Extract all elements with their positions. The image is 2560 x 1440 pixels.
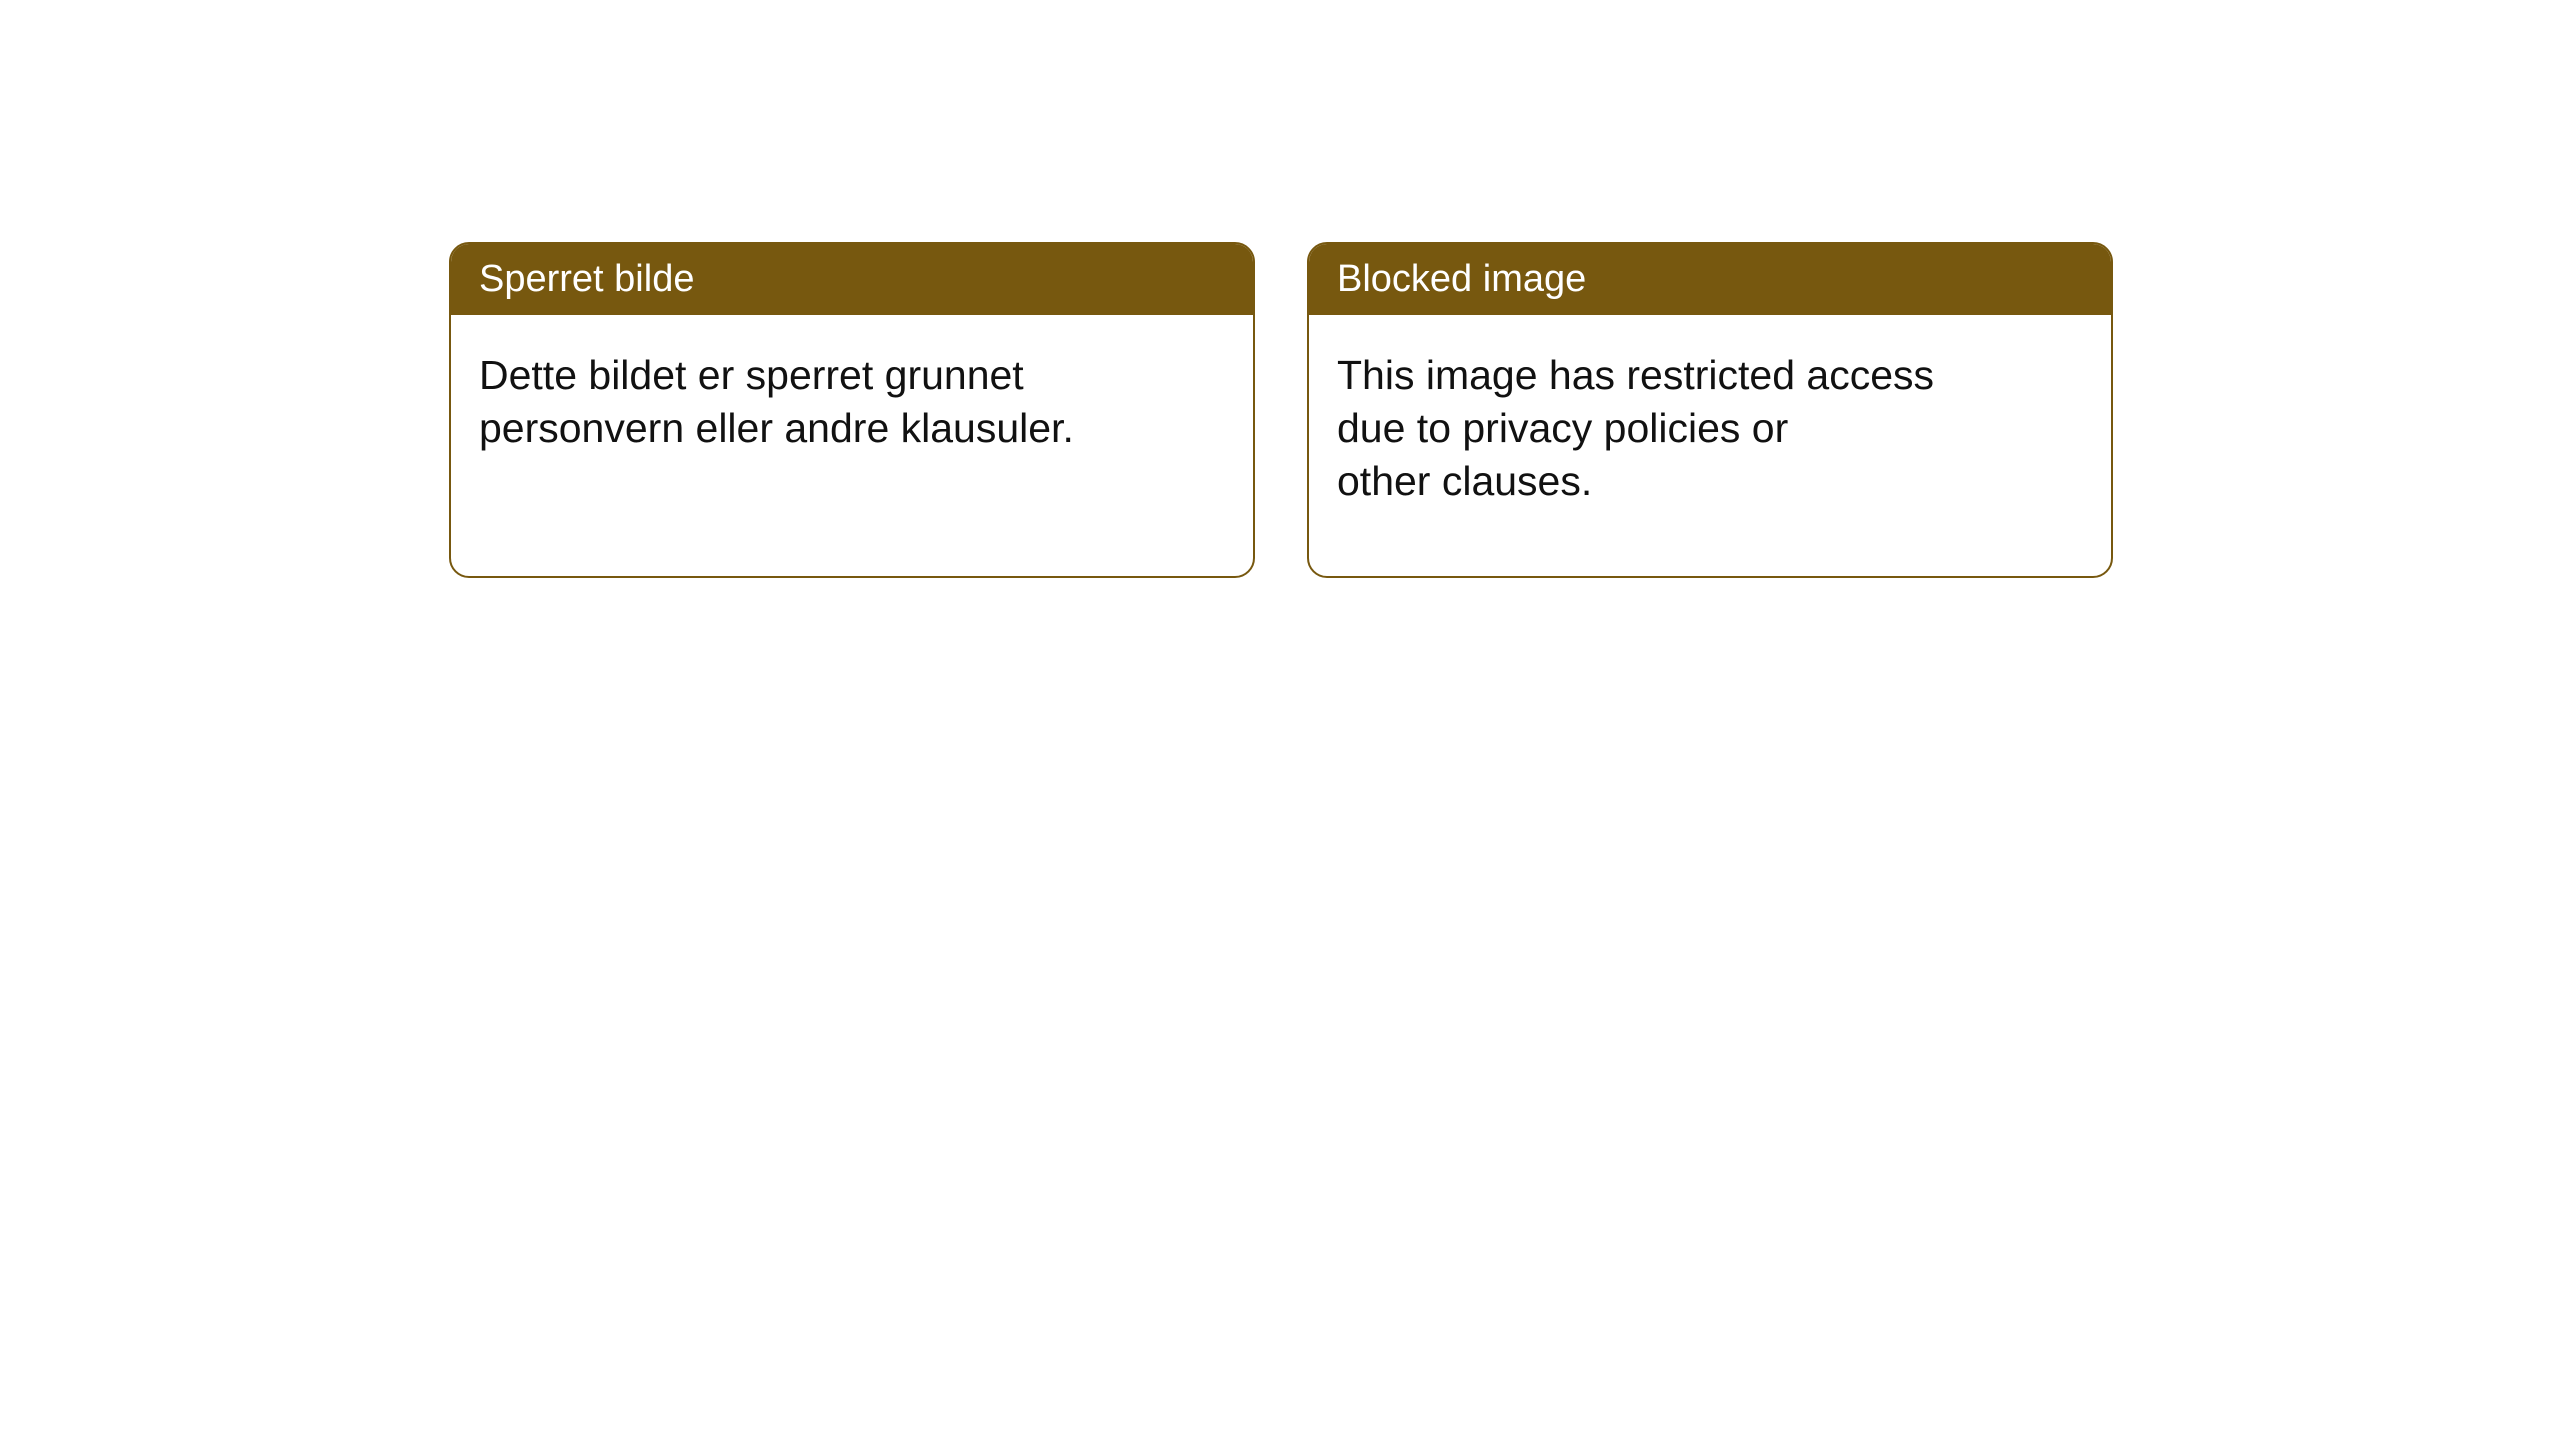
notice-card-no: Sperret bilde Dette bildet er sperret gr…	[449, 242, 1255, 578]
notice-body-en: This image has restricted access due to …	[1309, 315, 2111, 542]
notice-card-en: Blocked image This image has restricted …	[1307, 242, 2113, 578]
notice-container: Sperret bilde Dette bildet er sperret gr…	[449, 242, 2113, 578]
notice-body-no: Dette bildet er sperret grunnet personve…	[451, 315, 1253, 489]
notice-title-en: Blocked image	[1309, 244, 2111, 315]
notice-title-no: Sperret bilde	[451, 244, 1253, 315]
